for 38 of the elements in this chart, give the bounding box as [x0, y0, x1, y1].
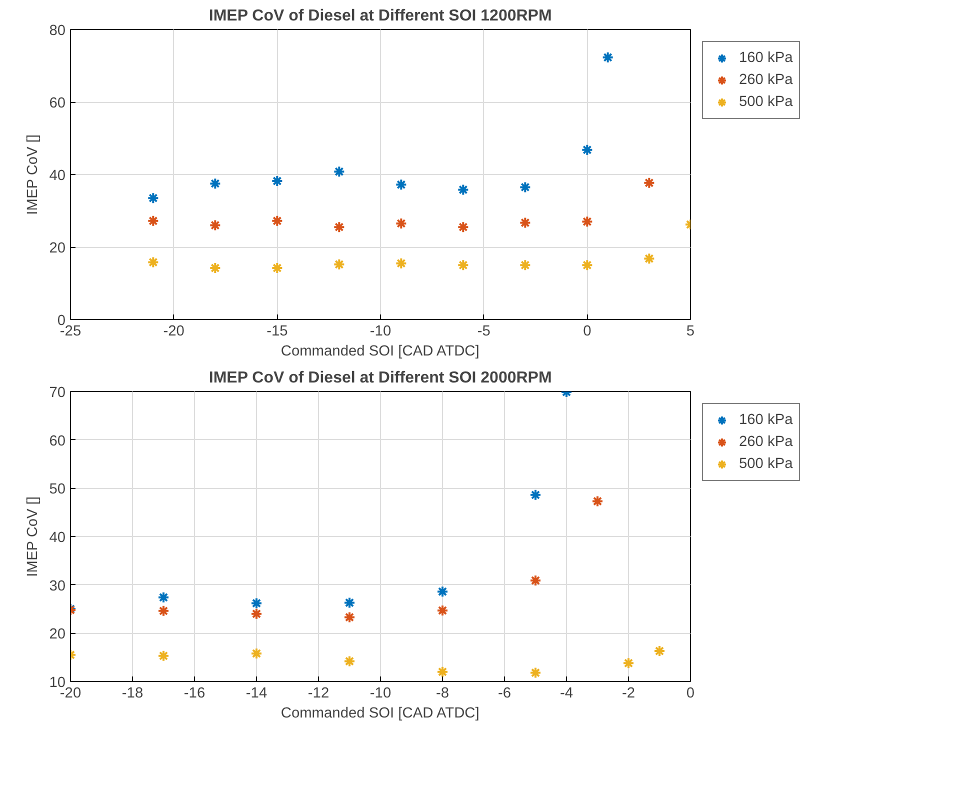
legend-label: 500 kPa [739, 456, 793, 472]
y-axis-title: IMEP CoV [] [25, 134, 42, 215]
x-tick-label: -4 [560, 686, 574, 702]
x-tick-label: -18 [122, 686, 144, 702]
x-tick-label: -5 [477, 324, 490, 340]
legend-label: 160 kPa [739, 412, 793, 428]
x-tick-label: 0 [583, 324, 592, 340]
y-tick-label: 50 [49, 482, 66, 498]
y-tick-label: 60 [49, 433, 66, 450]
y-axis-title: IMEP CoV [] [25, 496, 42, 577]
x-tick-label: -14 [246, 686, 268, 702]
x-tick-label: -8 [436, 686, 450, 702]
x-tick-label: -10 [370, 686, 392, 702]
x-tick-label: -10 [370, 324, 392, 340]
x-tick-label: 5 [686, 324, 695, 340]
y-tick-label: 20 [49, 240, 66, 256]
x-axis-title: Commanded SOI [CAD ATDC] [280, 344, 480, 360]
chart-title: IMEP CoV of Diesel at Different SOI 2000RPM [208, 370, 552, 386]
x-tick-label: 0 [686, 686, 695, 702]
y-tick-label: 40 [49, 168, 66, 184]
y-tick-label: 20 [49, 626, 66, 643]
y-tick-label: 80 [49, 23, 66, 39]
y-tick-label: 30 [49, 578, 66, 594]
chart-title: IMEP CoV of Diesel at Different SOI 1200RPM [208, 8, 552, 24]
y-tick-label: 60 [49, 96, 66, 112]
legend-label: 500 kPa [739, 94, 793, 110]
legend-label: 260 kPa [739, 72, 793, 88]
x-axis-title: Commanded SOI [CAD ATDC] [280, 706, 480, 722]
x-tick-label: -15 [266, 324, 288, 340]
x-tick-label: -2 [622, 686, 636, 702]
x-tick-label: -16 [184, 686, 206, 702]
x-tick-label: -6 [498, 686, 512, 702]
y-tick-label: 40 [49, 530, 66, 546]
legend-label: 260 kPa [739, 434, 793, 450]
x-tick-label: -12 [308, 686, 330, 702]
legend-label: 160 kPa [739, 50, 793, 66]
x-tick-label: -20 [163, 324, 184, 340]
y-tick-label: 70 [49, 385, 66, 401]
